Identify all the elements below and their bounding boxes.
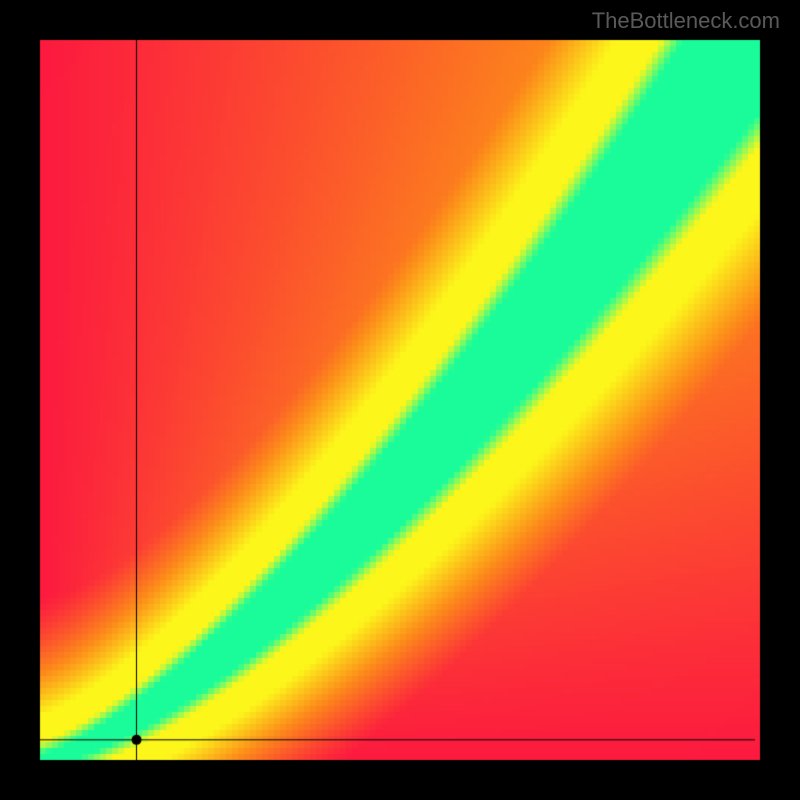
heatmap-canvas [0,0,800,800]
chart-container: TheBottleneck.com [0,0,800,800]
watermark-text: TheBottleneck.com [592,8,780,34]
